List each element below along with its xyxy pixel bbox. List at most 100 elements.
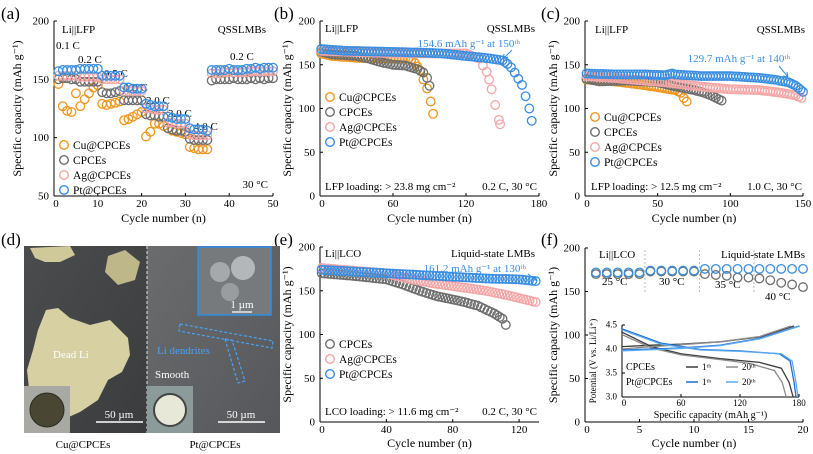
panel-label-a: (a): [1, 4, 20, 23]
data-point: [656, 265, 667, 276]
rate-label: 0.2 C: [230, 51, 254, 63]
legend-label: Pt@CPCEs: [339, 369, 393, 381]
data-point: [526, 115, 537, 126]
legend-marker: [59, 184, 70, 195]
data-point: [110, 97, 121, 108]
data-point: [500, 274, 511, 284]
panel-d-sem-images: Dead Li Li dendrites Smooth 50 µm 50 µm …: [24, 246, 280, 451]
data-point: [394, 269, 405, 279]
x-tick-label: 0: [319, 198, 325, 210]
dendrite-outline: [224, 338, 246, 384]
chart-a: 0 10 20 30 40 50 50 100 150 200 Cycle number (n) Sp…: [10, 16, 279, 226]
caption-cu: Cu@CPCEs: [56, 439, 111, 451]
legend-label: Ag@CPCEs: [73, 170, 131, 182]
particle: [231, 256, 255, 280]
data-point: [654, 70, 665, 80]
data-point: [62, 105, 73, 116]
data-point: [467, 272, 478, 283]
legend-marker: [325, 136, 336, 147]
x-tick-label: 150: [795, 198, 812, 210]
data-point: [517, 79, 527, 90]
data-point: [114, 70, 125, 81]
panel-label-b: (b): [274, 4, 294, 23]
legend-label: CPCEs: [339, 339, 373, 351]
data-point: [504, 274, 515, 285]
data-point: [371, 267, 382, 278]
data-point: [158, 101, 169, 112]
data-point: [474, 273, 485, 284]
y-tick-label: 200: [33, 16, 50, 28]
data-point: [329, 265, 340, 276]
data-point: [145, 126, 156, 137]
particle: [221, 283, 239, 301]
data-point: [795, 84, 806, 95]
series-line: [621, 329, 799, 398]
y-axis-label: Specific capacity (mAh g⁻¹): [10, 40, 24, 176]
data-point: [710, 270, 721, 280]
y-tick-label: 100: [299, 103, 316, 115]
x-tick-label: 40: [381, 424, 393, 436]
data-point: [202, 144, 213, 155]
scale-label: 50 µm: [227, 409, 256, 421]
data-point: [407, 269, 418, 280]
x-tick-label: 0: [53, 198, 59, 210]
data-point: [464, 272, 475, 283]
x-axis-label: Cycle number (n): [652, 436, 737, 450]
legend-label: Cu@CPCEs: [73, 140, 131, 152]
condition-label: 0.2 C, 30 °C: [482, 406, 537, 418]
data-point: [497, 55, 508, 66]
legend-label: Cu@CPCEs: [339, 92, 397, 104]
data-point: [371, 273, 382, 284]
data-point: [667, 265, 678, 276]
data-point: [268, 73, 278, 84]
data-point: [678, 265, 689, 276]
data-point: [776, 277, 787, 288]
data-point: [368, 267, 379, 278]
panel-label-e: (e): [274, 230, 293, 249]
y-axis-label: Specific capacity (mAh g⁻¹): [280, 40, 294, 176]
data-point: [487, 273, 498, 284]
panel-label-d: (d): [1, 230, 21, 249]
x-axis-label: Cycle number (n): [387, 211, 472, 225]
data-point: [422, 83, 433, 94]
data-point: [754, 273, 765, 284]
legend-label: CPCEs: [604, 127, 638, 139]
data-point: [110, 70, 121, 81]
data-point: [492, 310, 502, 321]
data-point: [456, 282, 466, 293]
data-point: [449, 281, 460, 292]
x-tick-label: 10: [689, 424, 701, 436]
panel-b-annotations: Li||LFP QSSLMBs 154.6 mAh g⁻¹ at 150ᵗʰ L…: [325, 23, 537, 193]
legend-label: 20ᵗʰ: [742, 377, 756, 387]
data-point: [132, 83, 143, 94]
data-point: [517, 274, 528, 285]
data-point: [530, 297, 541, 308]
data-point: [263, 62, 274, 73]
data-point: [427, 270, 438, 281]
data-point: [787, 279, 798, 290]
type-label: QSSLMBs: [218, 24, 266, 36]
data-point: [180, 114, 191, 124]
data-point: [524, 275, 534, 286]
highlight-label: 129.7 mAh g⁻¹ at 140ᵗʰ: [688, 53, 791, 65]
y-tick-label: 100: [299, 329, 316, 341]
data-point: [374, 273, 385, 284]
cell-label: Li||LFP: [595, 24, 628, 36]
legend-label: CPCEs: [73, 155, 107, 167]
legend-label: Ag@CPCEs: [604, 142, 662, 154]
y-tick-label: 50: [304, 373, 316, 385]
data-point: [384, 268, 395, 279]
legend-marker: [325, 121, 336, 132]
y-tick-label: 200: [299, 16, 316, 28]
data-point: [388, 268, 398, 279]
panel-e-annotations: Li||LCO Liquid-state LMBs 161.2 mAh g⁻¹ …: [325, 248, 537, 418]
data-point: [490, 273, 501, 284]
y-tick-label: 150: [299, 59, 316, 71]
data-point: [699, 269, 710, 280]
data-point: [486, 84, 497, 95]
cell-label: Li||LCO: [325, 248, 361, 260]
data-point: [70, 88, 81, 99]
legend-marker: [590, 111, 601, 122]
y-tick-label: 100: [564, 330, 581, 342]
